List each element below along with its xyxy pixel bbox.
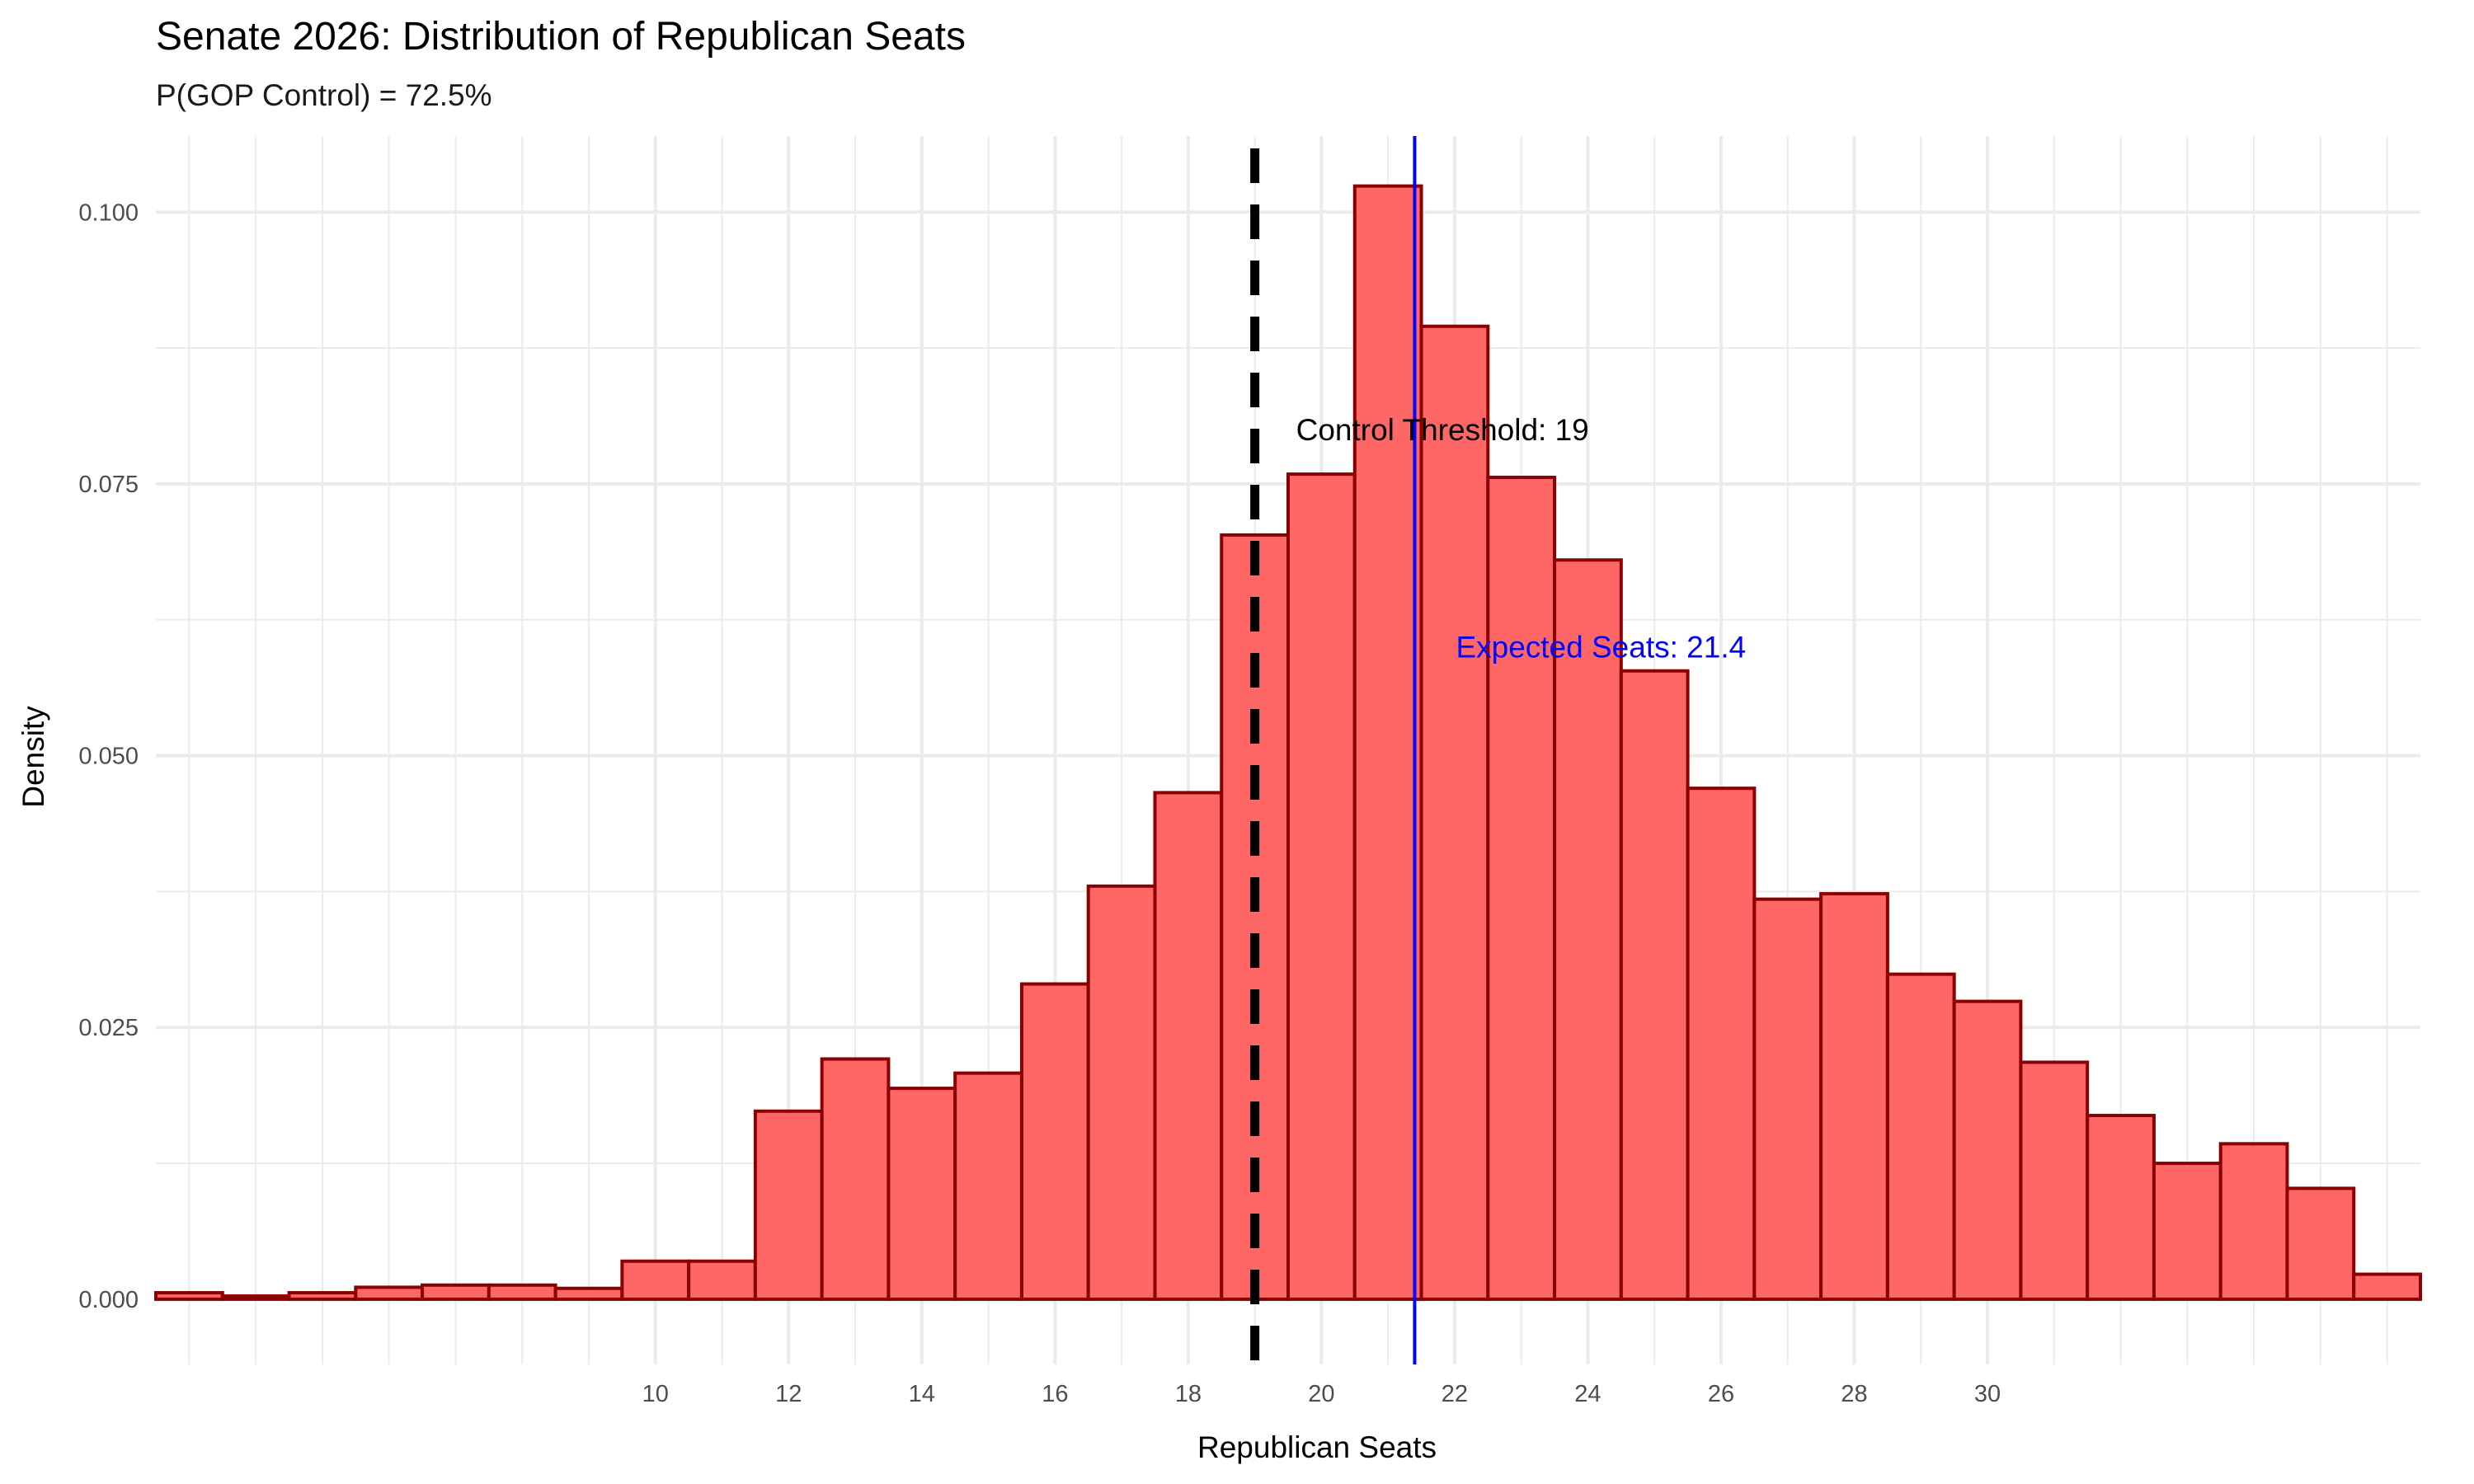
histogram-bar — [1019, 982, 1090, 1301]
histogram-bar — [2352, 1272, 2423, 1301]
histogram-bar — [953, 1071, 1023, 1301]
histogram-bar — [1286, 472, 1357, 1301]
control-threshold-label: Control Threshold: 19 — [1296, 413, 1589, 447]
histogram-bar — [687, 1259, 757, 1301]
histogram-bar — [1885, 972, 1956, 1301]
histogram-bar — [553, 1286, 624, 1301]
histogram-bar — [820, 1057, 891, 1301]
x-tick-label: 12 — [775, 1381, 802, 1407]
histogram-bar — [2152, 1162, 2222, 1301]
x-tick-label: 14 — [909, 1381, 935, 1407]
x-tick-label: 22 — [1442, 1381, 1468, 1407]
reference-lines — [1250, 136, 1417, 1377]
histogram-bar — [753, 1109, 824, 1301]
y-axis-ticks: 0.000 0.025 0.050 0.075 0.100 — [78, 200, 139, 1313]
chart-title: Senate 2026: Distribution of Republican … — [156, 15, 966, 59]
histogram-bar — [1686, 787, 1757, 1301]
histogram-bar — [1553, 558, 1623, 1301]
histogram-bar — [1086, 884, 1157, 1301]
x-axis-title: Republican Seats — [1197, 1430, 1437, 1464]
histogram-bar — [1419, 324, 1490, 1301]
histogram-bars — [154, 184, 2423, 1301]
histogram-bar — [287, 1290, 358, 1301]
y-tick-label: 0.050 — [78, 744, 139, 770]
histogram-bar — [154, 1290, 224, 1301]
histogram-bar — [887, 1087, 957, 1301]
y-tick-label: 0.025 — [78, 1015, 139, 1041]
x-tick-label: 28 — [1841, 1381, 1867, 1407]
histogram-bar — [1486, 476, 1557, 1301]
y-tick-label: 0.000 — [78, 1287, 139, 1313]
chart-subtitle: P(GOP Control) = 72.5% — [156, 78, 492, 112]
x-tick-label: 18 — [1175, 1381, 1202, 1407]
x-tick-label: 26 — [1708, 1381, 1734, 1407]
x-axis-ticks: 10 12 14 16 18 20 22 24 26 28 30 — [642, 1381, 2001, 1407]
x-tick-label: 30 — [1974, 1381, 2001, 1407]
histogram-bar — [1952, 999, 2023, 1301]
histogram-bar — [354, 1285, 425, 1301]
histogram-bar — [2285, 1186, 2356, 1301]
histogram-bar — [1819, 892, 1889, 1301]
y-tick-label: 0.100 — [78, 200, 139, 226]
histogram-bar — [2019, 1060, 2090, 1301]
annotations: Control Threshold: 19 Expected Seats: 21.… — [1296, 413, 1747, 665]
histogram-bar — [2218, 1142, 2289, 1301]
y-tick-label: 0.075 — [78, 472, 139, 498]
histogram-bar — [1619, 669, 1690, 1301]
x-tick-label: 24 — [1574, 1381, 1601, 1407]
expected-seats-label: Expected Seats: 21.4 — [1456, 631, 1746, 665]
histogram-bar — [487, 1283, 557, 1301]
x-tick-label: 16 — [1042, 1381, 1068, 1407]
histogram-bar — [421, 1283, 491, 1301]
histogram-bar — [2086, 1114, 2156, 1301]
y-axis-title: Density — [16, 706, 50, 808]
histogram-bar — [1153, 791, 1224, 1301]
histogram-bar — [620, 1259, 691, 1301]
histogram-bar — [1352, 184, 1423, 1301]
x-tick-label: 20 — [1308, 1381, 1334, 1407]
histogram-bar — [1752, 897, 1823, 1301]
x-tick-label: 10 — [642, 1381, 669, 1407]
histogram-bar — [220, 1294, 291, 1301]
